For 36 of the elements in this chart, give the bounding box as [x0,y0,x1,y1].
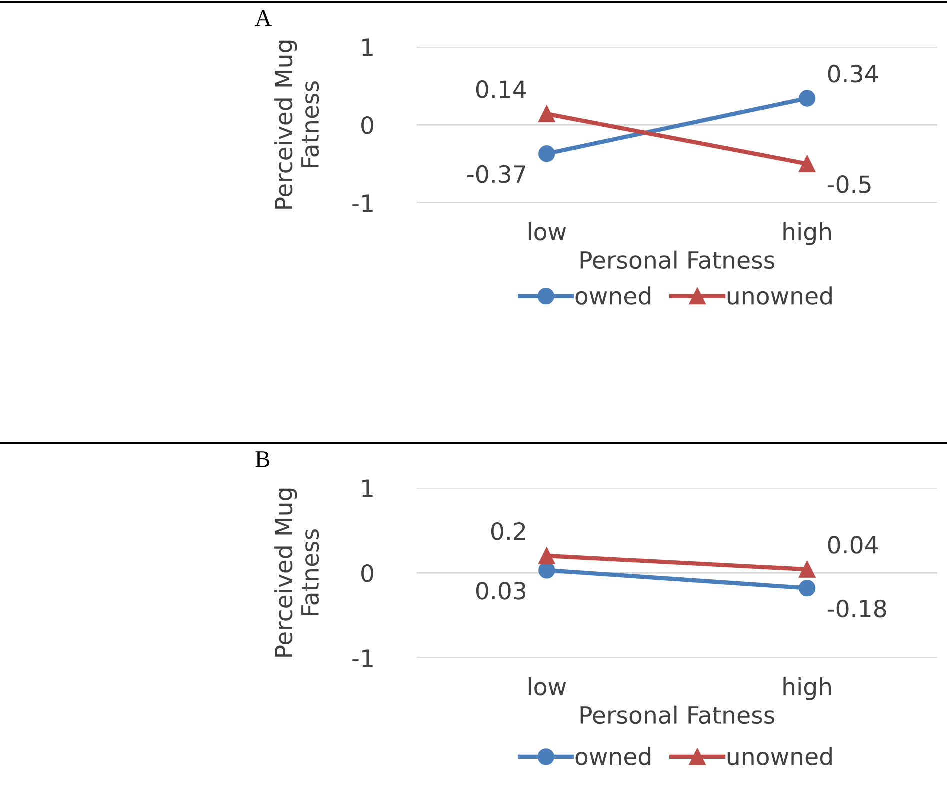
legend-label: owned [576,286,651,305]
data-label: -0.5 [828,176,871,194]
data-label: -0.37 [468,165,526,184]
x-axis-title: Personal Fatness [580,706,775,724]
point [798,580,816,597]
data-label: 0.2 [491,522,526,540]
data-label: 0.34 [828,64,878,83]
chart-title: B [256,452,270,468]
chart-title: A [255,10,272,26]
legend-label: unowned [728,286,832,305]
data-label: 0.14 [476,80,526,98]
y-tick-label: 1 [362,480,373,497]
data-label: -0.18 [828,600,886,618]
legend-label: owned [576,747,651,766]
data-label: 0.03 [476,582,526,600]
x-tick-label: high [784,677,832,700]
point [538,146,556,162]
point [798,90,816,107]
y-tick-label: 0 [362,116,374,134]
y-tick-label: -1 [352,650,373,667]
point [538,548,556,564]
point [538,106,556,122]
point [798,156,816,172]
x-tick-label: high [784,222,832,246]
x-tick-label: low [528,222,566,241]
x-axis-title: Personal Fatness [580,250,775,270]
point [538,562,556,579]
y-tick-label: -1 [352,194,373,212]
y-tick-label: 1 [362,38,373,56]
data-label: 0.04 [828,536,878,554]
y-axis-title: Perceived Mug Fatness [274,488,320,657]
y-axis-title: Perceived Mug Fatness [274,40,320,209]
x-tick-label: low [528,677,566,696]
legend-label: unowned [728,747,832,766]
y-tick-label: 0 [362,564,374,582]
point [798,561,816,578]
